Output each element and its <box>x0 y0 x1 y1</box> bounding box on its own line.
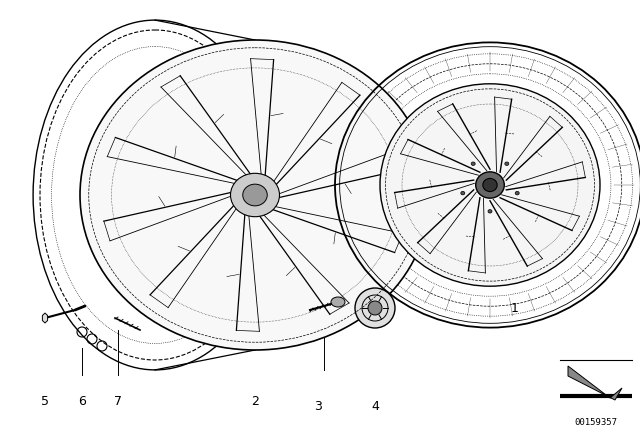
Text: 1: 1 <box>511 302 519 315</box>
Ellipse shape <box>331 297 345 307</box>
Ellipse shape <box>230 173 280 217</box>
Ellipse shape <box>380 84 600 286</box>
Circle shape <box>368 301 382 315</box>
Ellipse shape <box>461 191 465 195</box>
Text: 00159357: 00159357 <box>575 418 618 427</box>
Polygon shape <box>568 366 622 400</box>
Ellipse shape <box>488 210 492 213</box>
Ellipse shape <box>476 172 504 198</box>
Ellipse shape <box>505 162 509 165</box>
Ellipse shape <box>80 40 430 350</box>
Ellipse shape <box>471 162 475 165</box>
Circle shape <box>355 288 395 328</box>
Text: 6: 6 <box>78 395 86 408</box>
Text: 5: 5 <box>41 395 49 408</box>
Ellipse shape <box>515 191 519 195</box>
Polygon shape <box>42 313 47 323</box>
Text: 3: 3 <box>314 400 322 413</box>
Text: 4: 4 <box>371 400 379 413</box>
Ellipse shape <box>243 184 268 206</box>
Text: 7: 7 <box>114 395 122 408</box>
Text: 2: 2 <box>251 395 259 408</box>
Ellipse shape <box>483 178 497 192</box>
